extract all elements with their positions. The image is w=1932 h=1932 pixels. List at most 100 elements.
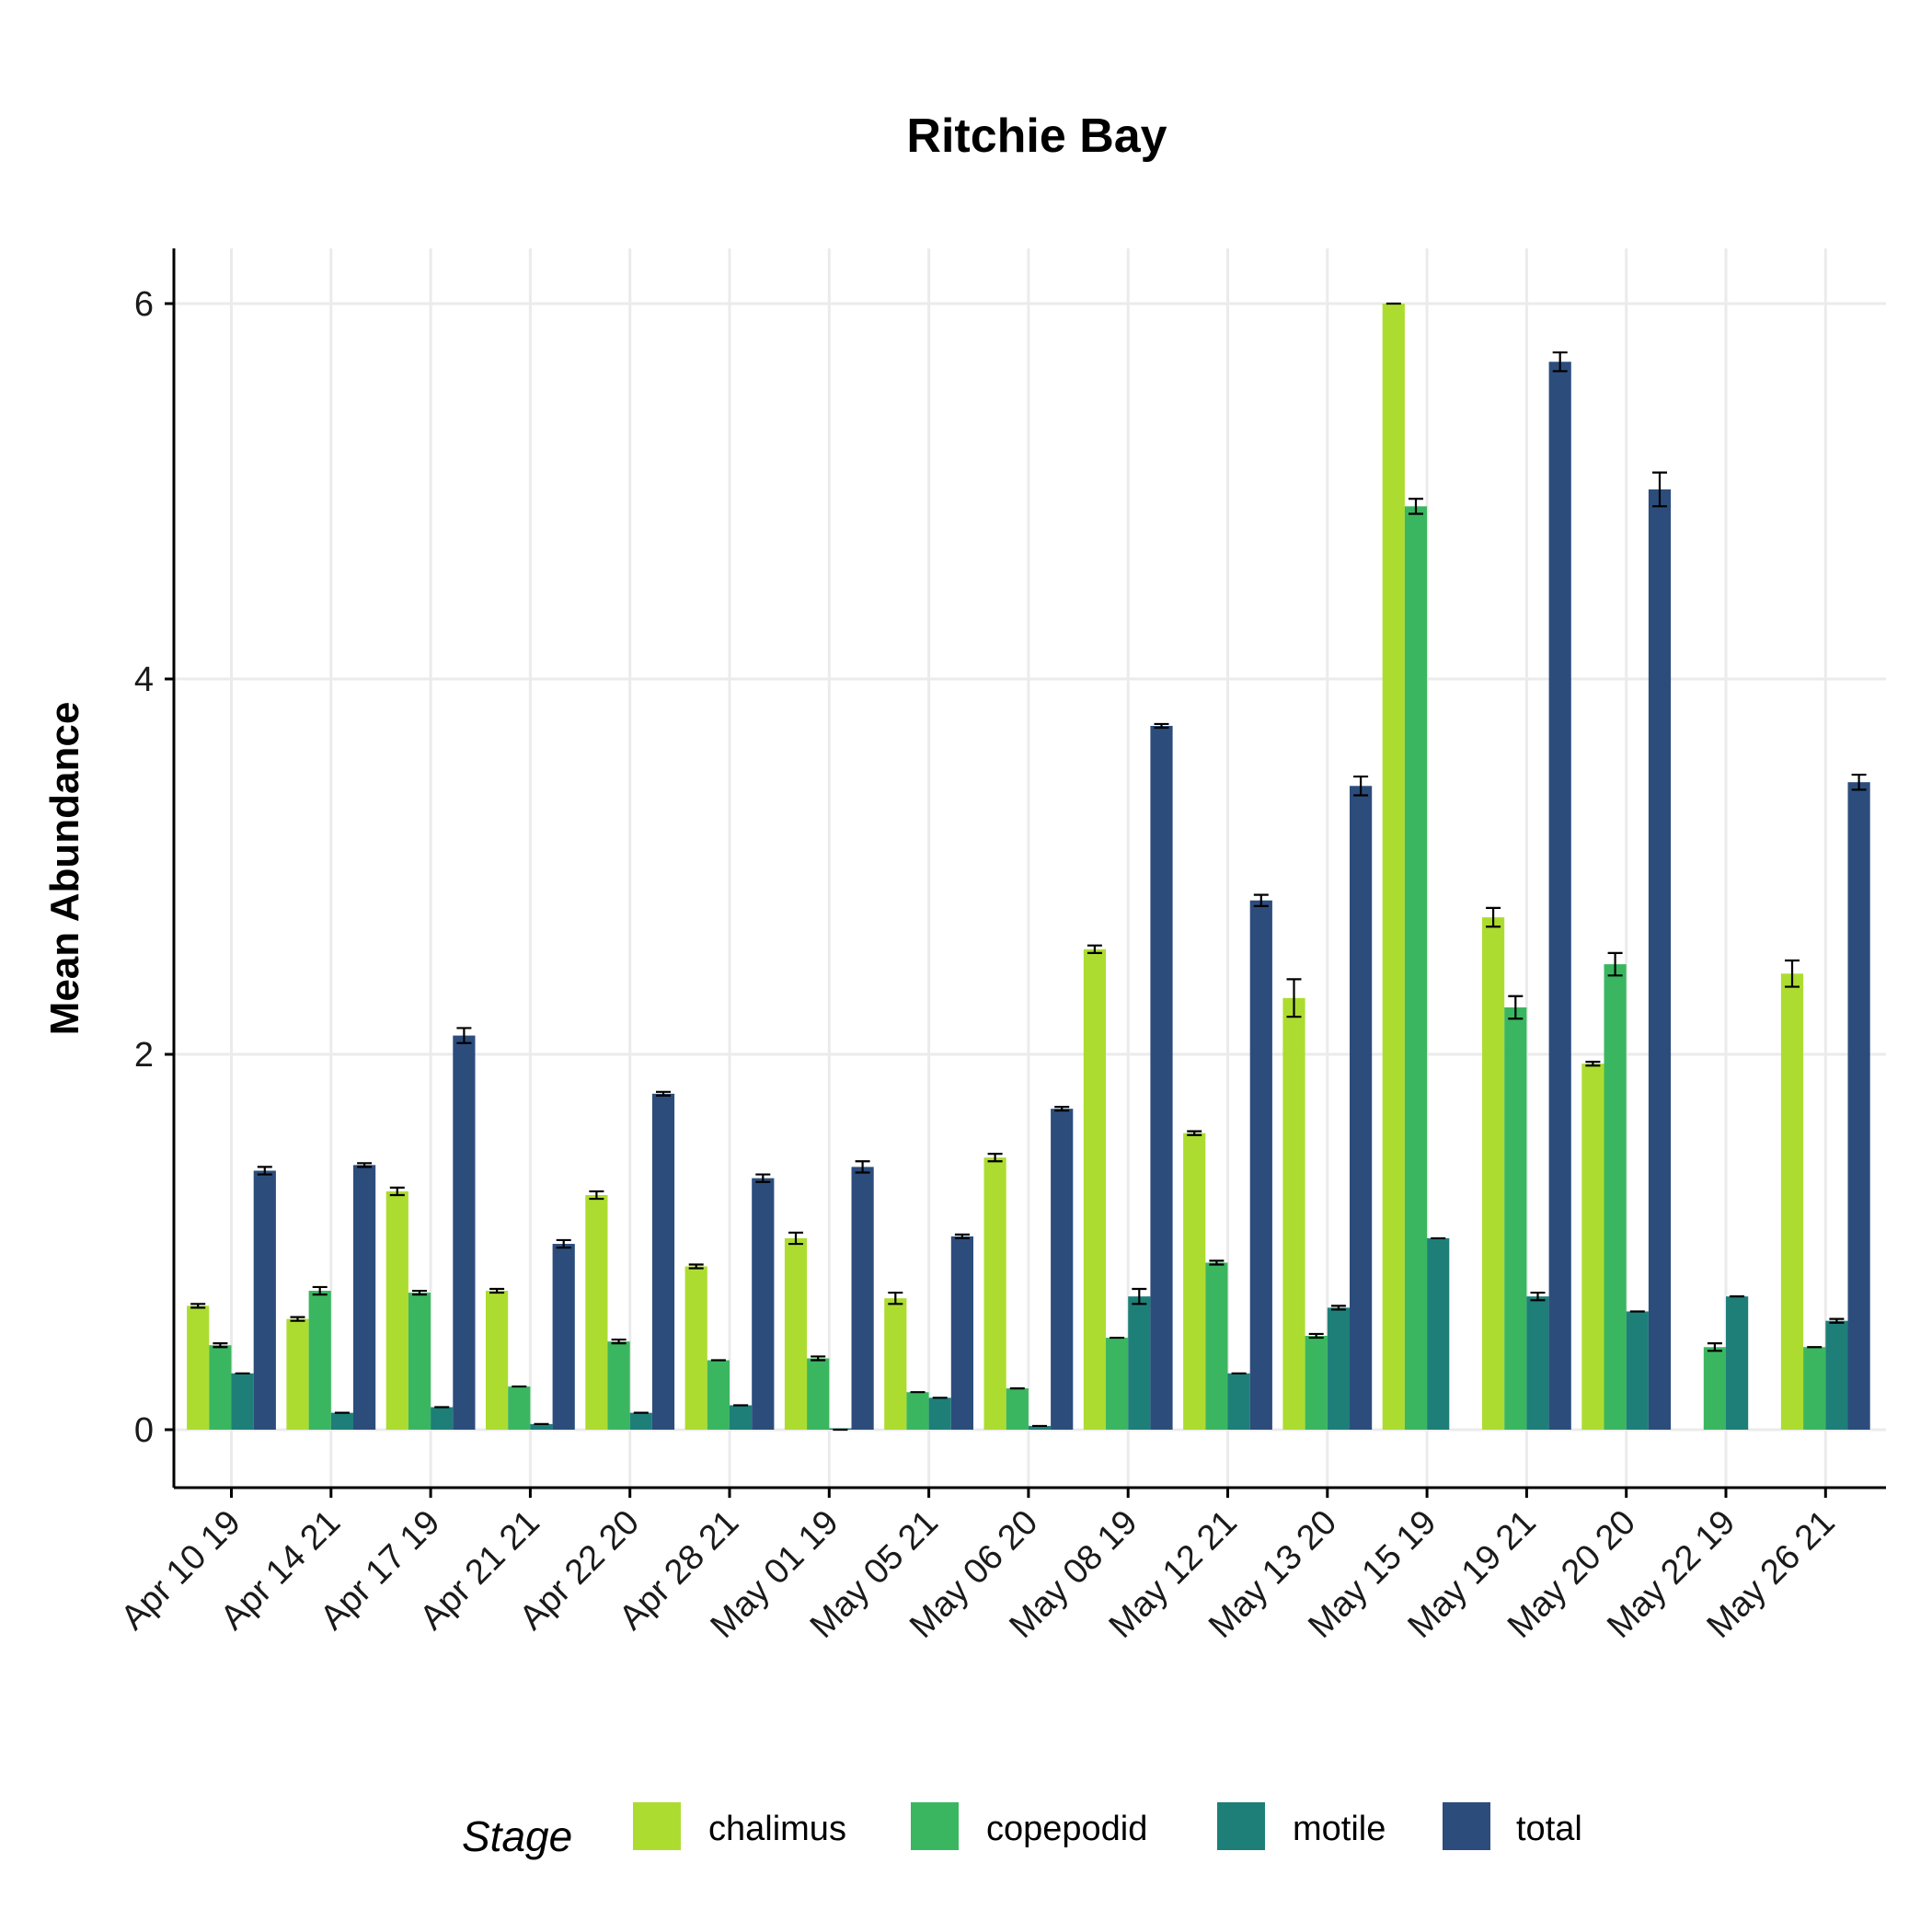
bar-copepodid	[607, 1341, 630, 1430]
bar-total	[1648, 489, 1672, 1430]
error-bar-total	[1154, 722, 1169, 730]
bar-chalimus	[1282, 997, 1305, 1430]
bar-chalimus	[1183, 1133, 1206, 1430]
bar-motile	[1227, 1373, 1250, 1430]
legend-label-copepodid: copepodid	[986, 1810, 1147, 1848]
error-bar-copepodid	[1607, 951, 1623, 977]
bar-copepodid	[1205, 1262, 1228, 1430]
error-bar-total	[1851, 773, 1867, 791]
error-bar-copepodid	[312, 1285, 328, 1296]
error-bar-total	[1652, 471, 1667, 508]
y-tick-label: 4	[134, 661, 154, 699]
error-bar-copepodid	[811, 1355, 826, 1362]
bar-motile	[1825, 1320, 1848, 1430]
bar-motile	[1726, 1296, 1749, 1430]
error-bar-total	[456, 1027, 472, 1044]
bar-motile	[1626, 1311, 1649, 1430]
error-bar-total	[556, 1238, 571, 1249]
error-bar-chalimus	[1187, 1130, 1202, 1136]
error-bar-total	[1353, 775, 1369, 797]
bar-motile	[730, 1405, 753, 1430]
bar-chalimus	[1780, 973, 1804, 1430]
error-bar-total	[855, 1160, 870, 1174]
bar-copepodid	[209, 1345, 232, 1430]
bar-copepodid	[1604, 964, 1627, 1430]
bar-copepodid	[508, 1386, 531, 1430]
bar-copepodid	[1006, 1388, 1029, 1430]
bar-motile	[330, 1412, 353, 1430]
bar-motile	[1128, 1296, 1151, 1430]
bar-copepodid	[906, 1392, 929, 1430]
legend-label-motile: motile	[1293, 1810, 1386, 1848]
y-ticks: 0 2 4 6	[134, 285, 174, 1450]
bar-total	[1548, 362, 1571, 1430]
legend-label-total: total	[1516, 1810, 1582, 1848]
bar-total	[353, 1165, 376, 1430]
error-bar-chalimus	[1785, 959, 1800, 988]
bar-chalimus	[1581, 1064, 1604, 1430]
bar-copepodid	[1305, 1336, 1328, 1430]
bars	[187, 302, 1870, 1432]
error-bar-chalimus	[489, 1287, 505, 1294]
legend-swatch-chalimus	[633, 1802, 681, 1850]
error-bar-motile	[1132, 1287, 1147, 1305]
bar-chalimus	[585, 1195, 608, 1430]
bar-total	[552, 1244, 575, 1430]
bar-total	[253, 1170, 276, 1430]
error-bar-motile	[1330, 1305, 1346, 1311]
bar-chalimus	[486, 1291, 509, 1430]
bar-total	[453, 1035, 476, 1430]
bar-total	[1051, 1109, 1074, 1430]
legend-label-chalimus: chalimus	[708, 1810, 846, 1848]
error-bar-chalimus	[788, 1231, 803, 1246]
bar-motile	[1526, 1296, 1549, 1430]
error-bar-chalimus	[1486, 906, 1501, 928]
error-bar-copepodid	[1707, 1342, 1722, 1352]
error-bar-copepodid	[1508, 995, 1524, 1020]
bar-total	[1150, 726, 1173, 1430]
bar-chalimus	[385, 1190, 408, 1430]
error-bar-total	[954, 1233, 970, 1240]
bar-chalimus	[187, 1305, 210, 1430]
bar-total	[1350, 786, 1373, 1430]
error-bar-copepodid	[412, 1289, 427, 1296]
legend: Stage chalimus copepodid motile total	[462, 1802, 1582, 1860]
chart-title: Ritchie Bay	[906, 109, 1167, 163]
bar-motile	[1028, 1425, 1052, 1430]
error-bar-total	[257, 1166, 272, 1176]
bar-copepodid	[807, 1358, 830, 1430]
error-bar-chalimus	[688, 1263, 704, 1270]
error-bar-copepodid	[611, 1338, 627, 1345]
bar-total	[851, 1167, 874, 1430]
error-bar-chalimus	[987, 1153, 1003, 1163]
bar-chalimus	[286, 1318, 309, 1430]
error-bar-motile	[1829, 1317, 1845, 1324]
bar-chalimus	[784, 1237, 808, 1430]
bar-chalimus	[884, 1298, 907, 1430]
error-bar-chalimus	[1585, 1061, 1601, 1067]
error-bar-chalimus	[1087, 944, 1102, 954]
bar-motile	[231, 1373, 254, 1430]
bar-total	[1249, 900, 1272, 1430]
bar-total	[1847, 782, 1870, 1430]
bar-copepodid	[1106, 1338, 1129, 1430]
bar-motile	[1327, 1307, 1350, 1430]
error-bar-chalimus	[389, 1186, 405, 1197]
bar-copepodid	[1803, 1347, 1826, 1430]
bar-copepodid	[1504, 1007, 1527, 1430]
bar-copepodid	[707, 1360, 730, 1430]
bar-total	[950, 1236, 973, 1430]
axes	[172, 248, 1886, 1489]
bar-motile	[928, 1397, 951, 1430]
y-tick-label: 0	[134, 1411, 154, 1450]
error-bar-total	[1054, 1106, 1070, 1112]
legend-swatch-motile	[1217, 1802, 1265, 1850]
bar-chalimus	[1382, 304, 1405, 1430]
error-bar-motile	[1530, 1291, 1546, 1302]
y-tick-label: 2	[134, 1036, 154, 1075]
bar-copepodid	[308, 1291, 331, 1430]
bar-total	[651, 1093, 675, 1430]
bar-copepodid	[408, 1293, 431, 1430]
